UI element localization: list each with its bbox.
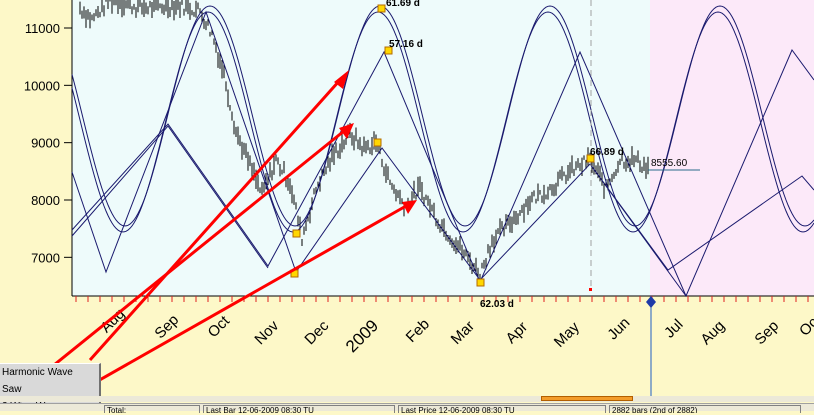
annotation-arrows bbox=[27, 79, 407, 411]
arrow-head bbox=[334, 70, 349, 89]
pivot-marker bbox=[384, 46, 393, 55]
arrow-head bbox=[402, 200, 417, 214]
pivot-marker bbox=[476, 278, 485, 287]
price-axis-background bbox=[0, 0, 72, 296]
annotation-arrow bbox=[88, 79, 342, 361]
status-bar: Total: Last Bar 12-06-2009 08:30 TU Last… bbox=[0, 403, 814, 413]
pivot-marker bbox=[586, 154, 595, 163]
horizontal-scrollbar[interactable] bbox=[0, 396, 814, 402]
price-axis: 7000 8000 9000 10000 11000 bbox=[24, 21, 72, 265]
y-tick-label: 8000 bbox=[31, 193, 60, 208]
cycle-label: 57.16 d bbox=[389, 39, 423, 50]
pivot-marker bbox=[292, 229, 301, 238]
current-price-label: 8555.60 bbox=[651, 158, 688, 169]
cycle-label: 66.89 d bbox=[590, 147, 624, 158]
menu-item-saw[interactable]: Saw bbox=[2, 384, 22, 395]
y-tick-label: 10000 bbox=[24, 78, 60, 93]
annotation-arrow bbox=[27, 129, 345, 388]
status-last-price: Last Price 12-06-2009 08:30 TU bbox=[398, 405, 606, 413]
scrollbar-thumb[interactable] bbox=[541, 396, 633, 401]
status-bar-count: 2882 bars (2nd of 2882) bbox=[609, 405, 801, 413]
cycle-label: 61.69 d bbox=[386, 0, 420, 9]
pivot-markers bbox=[290, 4, 595, 287]
arrow-heads bbox=[334, 70, 417, 214]
two-wing-wave-line bbox=[589, 163, 814, 271]
pivot-marker bbox=[377, 4, 386, 13]
annotation-arrow bbox=[44, 204, 407, 411]
current-time-marker[interactable] bbox=[646, 296, 656, 308]
status-total: Total: bbox=[104, 405, 200, 413]
cycle-point-marker bbox=[589, 288, 592, 291]
saw-wave-line bbox=[71, 10, 687, 297]
harmonic-wave-line bbox=[71, 11, 814, 233]
pivot-marker bbox=[373, 138, 382, 147]
cycle-label: 62.03 d bbox=[480, 299, 514, 310]
forecast-region bbox=[650, 0, 814, 296]
menu-item-harmonic-wave[interactable]: Harmonic Wave bbox=[2, 367, 73, 378]
y-tick-label: 7000 bbox=[31, 250, 60, 265]
y-tick-label: 11000 bbox=[25, 21, 60, 36]
arrow-head bbox=[339, 123, 354, 139]
y-tick-label: 9000 bbox=[31, 136, 60, 151]
status-last-bar: Last Bar 12-06-2009 08:30 TU bbox=[203, 405, 395, 413]
